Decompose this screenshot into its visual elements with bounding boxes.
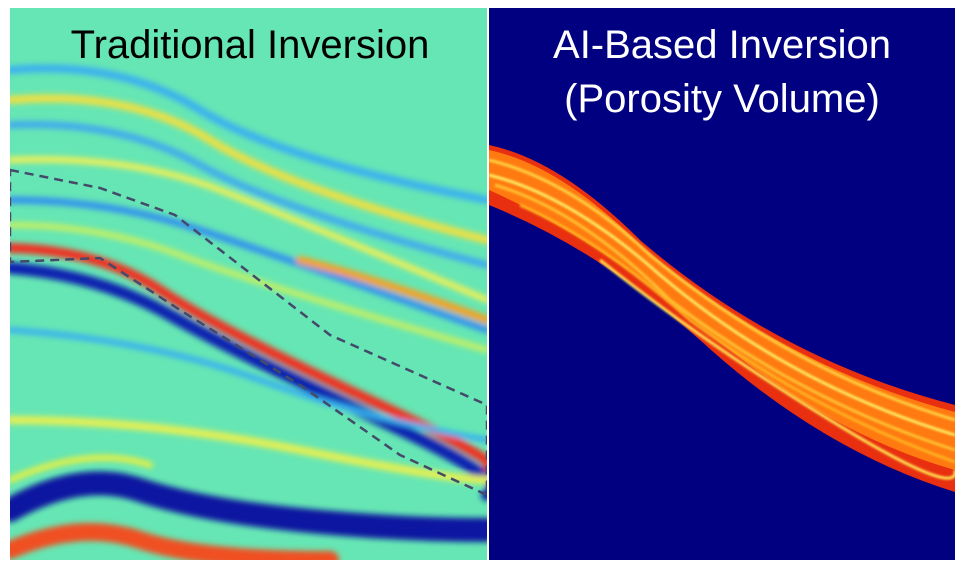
traditional-panel <box>10 8 487 560</box>
ai-panel <box>489 8 955 560</box>
panel-title: Traditional Inversion <box>71 23 430 67</box>
panel-subtitle: (Porosity Volume) <box>564 77 880 121</box>
panel-title: AI-Based Inversion <box>553 23 891 67</box>
